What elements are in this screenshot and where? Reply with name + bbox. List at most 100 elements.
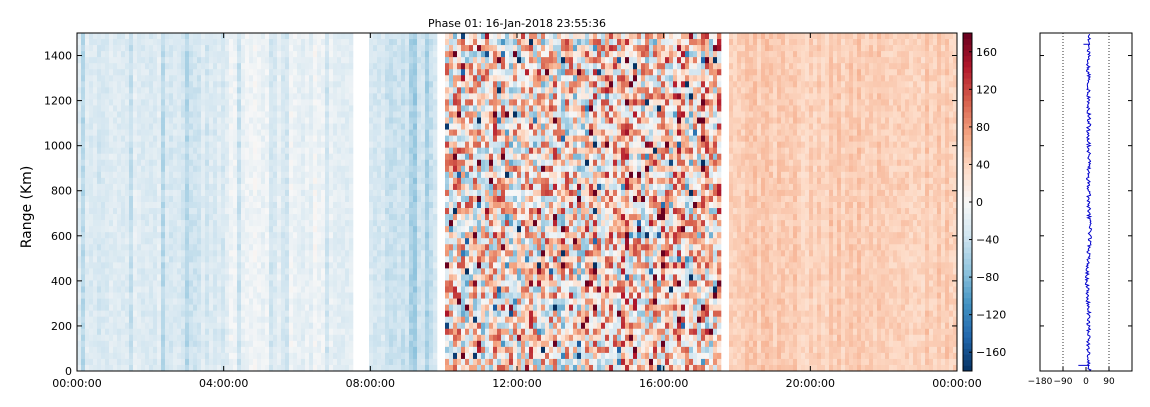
heatmap-cell [393, 39, 398, 46]
heatmap-cell [189, 51, 194, 58]
heatmap-cell [325, 268, 330, 275]
heatmap-cell [373, 220, 378, 227]
heatmap-cell [261, 165, 266, 173]
heatmap-cell [89, 87, 94, 94]
heatmap-cell [165, 195, 170, 203]
heatmap-cell [77, 105, 82, 112]
heatmap-cell [97, 129, 102, 136]
heatmap-cell [433, 304, 438, 311]
heatmap-cell [377, 250, 382, 257]
heatmap-cell [393, 87, 398, 94]
heatmap-cell [421, 51, 426, 58]
heatmap-cell [345, 310, 350, 317]
heatmap-cell [381, 286, 386, 293]
heatmap-cell [253, 57, 258, 64]
heatmap-cell [341, 232, 346, 239]
heatmap-cell [409, 183, 414, 191]
heatmap-cell [129, 208, 134, 215]
heatmap-cell [249, 304, 254, 311]
heatmap-cell [317, 202, 322, 209]
heatmap-cell [121, 292, 126, 299]
heatmap-cell [325, 220, 330, 227]
heatmap-cell [249, 195, 254, 203]
heatmap-cell [137, 322, 142, 330]
heatmap-cell [305, 87, 310, 94]
heatmap-cell [269, 322, 274, 330]
heatmap-cell [341, 93, 346, 100]
heatmap-cell [101, 292, 106, 299]
heatmap-cell [345, 51, 350, 58]
heatmap-cell [89, 340, 94, 348]
heatmap-cell [185, 177, 190, 185]
heatmap-cell [193, 334, 198, 342]
heatmap-cell [449, 63, 454, 70]
heatmap-cell [301, 111, 306, 118]
heatmap-cell [141, 87, 146, 94]
heatmap-cell [233, 316, 238, 324]
heatmap-cell [221, 250, 226, 257]
heatmap-cell [221, 81, 226, 88]
heatmap-cell [217, 226, 222, 233]
heatmap-cell [425, 232, 430, 239]
heatmap-cell [457, 45, 462, 52]
heatmap-cell [101, 268, 106, 275]
heatmap-cell [133, 141, 138, 148]
heatmap-cell [261, 87, 266, 94]
heatmap-cell [105, 250, 110, 257]
heatmap-cell [269, 310, 274, 317]
heatmap-cell [249, 214, 254, 221]
heatmap-cell [337, 262, 342, 269]
heatmap-cell [409, 292, 414, 299]
heatmap-cell [309, 340, 314, 348]
heatmap-cell [213, 244, 218, 251]
heatmap-cell [217, 286, 222, 293]
heatmap-cell [405, 340, 410, 348]
heatmap-cell [137, 262, 142, 269]
heatmap-cell [297, 292, 302, 299]
heatmap-cell [305, 159, 310, 167]
heatmap-cell [409, 81, 414, 88]
heatmap-cell [305, 99, 310, 106]
heatmap-cell [289, 280, 294, 287]
heatmap-cell [269, 57, 274, 64]
heatmap-cell [113, 274, 118, 281]
heatmap-cell [377, 57, 382, 64]
heatmap-cell [449, 45, 454, 52]
heatmap-cell [241, 195, 246, 203]
heatmap-cell [137, 268, 142, 275]
heatmap-cell [141, 39, 146, 46]
heatmap-cell [193, 304, 198, 311]
heatmap-cell [141, 69, 146, 76]
heatmap-cell [81, 33, 86, 40]
heatmap-cell [85, 208, 90, 215]
heatmap-cell [225, 274, 230, 281]
heatmap-cell [249, 135, 254, 142]
heatmap-cell [169, 364, 174, 372]
heatmap-cell [137, 352, 142, 360]
heatmap-cell [149, 226, 154, 233]
heatmap-cell [337, 189, 342, 197]
heatmap-cell [225, 69, 230, 76]
heatmap-cell [149, 250, 154, 257]
heatmap-cell [333, 123, 338, 130]
heatmap-cell [109, 129, 114, 136]
heatmap-cell [157, 298, 162, 305]
heatmap-cell [449, 310, 454, 317]
heatmap-cell [173, 39, 178, 46]
heatmap-cell [425, 123, 430, 130]
heatmap-cell [153, 322, 158, 330]
heatmap-cell [113, 99, 118, 106]
heatmap-cell [453, 51, 458, 58]
heatmap-cell [273, 238, 278, 245]
heatmap-cell [105, 358, 110, 366]
heatmap-cell [445, 135, 450, 142]
heatmap-cell [401, 57, 406, 64]
heatmap-cell [117, 123, 122, 130]
heatmap-cell [349, 280, 354, 287]
heatmap-cell [217, 328, 222, 336]
heatmap-cell [233, 177, 238, 185]
heatmap-cell [105, 99, 110, 106]
heatmap-cell [377, 189, 382, 197]
heatmap-cell [285, 244, 290, 251]
heatmap-cell [261, 364, 266, 372]
